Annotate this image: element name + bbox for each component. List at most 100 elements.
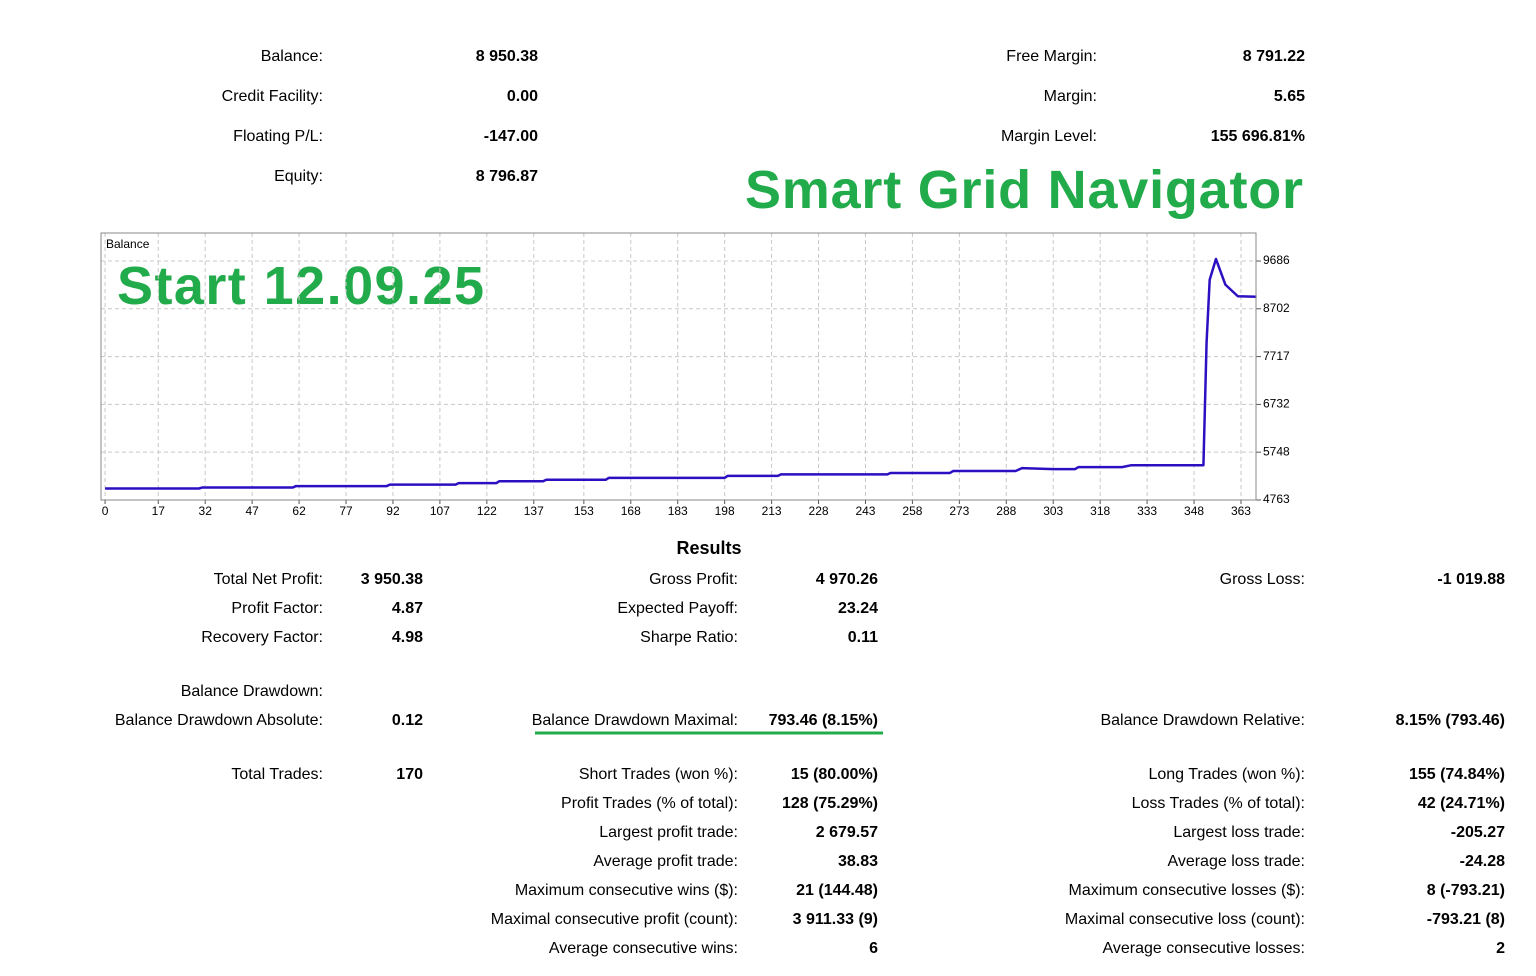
banner: Smart Grid Navigator xyxy=(745,160,1303,220)
x-tick-label: 137 xyxy=(524,504,544,518)
result-value: 38.83 xyxy=(838,853,878,870)
result-value: 4 970.26 xyxy=(816,571,878,588)
x-tick-label: 153 xyxy=(574,504,594,518)
result-value: -793.21 (8) xyxy=(1427,911,1505,928)
field-label: Margin Level: xyxy=(1001,128,1097,145)
x-tick-label: 62 xyxy=(292,504,306,518)
result-value: 793.46 (8.15%) xyxy=(769,712,878,729)
result-label: Recovery Factor: xyxy=(201,629,323,646)
result-label: Total Net Profit: xyxy=(214,571,323,588)
result-value: 170 xyxy=(396,766,423,783)
result-label: Balance Drawdown Relative: xyxy=(1100,712,1305,729)
result-label: Gross Loss: xyxy=(1220,571,1305,588)
result-value: 2 679.57 xyxy=(816,824,878,841)
result-label: Maximal consecutive profit (count): xyxy=(491,911,738,928)
field-label: Free Margin: xyxy=(1006,48,1097,65)
result-value: 3 950.38 xyxy=(361,571,423,588)
y-tick-label: 5748 xyxy=(1263,444,1290,458)
result-value: 4.98 xyxy=(392,629,423,646)
result-label: Expected Payoff: xyxy=(617,600,738,617)
x-tick-label: 168 xyxy=(621,504,641,518)
plot-frame xyxy=(100,232,1257,501)
x-tick-label: 77 xyxy=(339,504,353,518)
chart-title: Balance xyxy=(106,237,150,251)
result-value: 4.87 xyxy=(392,600,423,617)
result-label: Short Trades (won %): xyxy=(579,766,738,783)
x-tick-label: 243 xyxy=(855,504,875,518)
result-value: -1 019.88 xyxy=(1437,571,1505,588)
field-value: 0.00 xyxy=(507,88,538,105)
result-label: Balance Drawdown: xyxy=(181,683,323,700)
field-label: Equity: xyxy=(274,168,323,185)
x-tick-label: 228 xyxy=(809,504,829,518)
x-tick-label: 92 xyxy=(386,504,400,518)
result-value: 42 (24.71%) xyxy=(1418,795,1505,812)
x-tick-label: 183 xyxy=(668,504,688,518)
x-tick-label: 122 xyxy=(477,504,497,518)
result-value: 6 xyxy=(869,940,878,957)
result-label: Balance Drawdown Maximal: xyxy=(532,712,738,729)
result-label: Loss Trades (% of total): xyxy=(1132,795,1305,812)
x-tick-label: 47 xyxy=(245,504,259,518)
x-tick-label: 213 xyxy=(762,504,782,518)
result-label: Maximum consecutive wins ($): xyxy=(515,882,738,899)
result-value: 15 (80.00%) xyxy=(791,766,878,783)
y-tick-label: 8702 xyxy=(1263,301,1290,315)
x-tick-label: 318 xyxy=(1090,504,1110,518)
result-label: Total Trades: xyxy=(231,766,323,783)
field-value: -147.00 xyxy=(484,128,538,145)
y-tick-label: 6732 xyxy=(1263,397,1290,411)
x-tick-label: 107 xyxy=(430,504,450,518)
x-tick-label: 17 xyxy=(152,504,166,518)
field-value: 8 791.22 xyxy=(1243,48,1305,65)
field-label: Margin: xyxy=(1044,88,1097,105)
result-value: 0.11 xyxy=(848,629,878,646)
x-tick-label: 348 xyxy=(1184,504,1204,518)
x-tick-label: 0 xyxy=(102,504,109,518)
result-value: -24.28 xyxy=(1460,853,1505,870)
x-tick-label: 303 xyxy=(1043,504,1063,518)
x-tick-label: 198 xyxy=(715,504,735,518)
field-label: Floating P/L: xyxy=(233,128,323,145)
result-value: 155 (74.84%) xyxy=(1409,766,1505,783)
y-tick-label: 7717 xyxy=(1263,349,1290,363)
result-label: Largest loss trade: xyxy=(1173,824,1305,841)
result-value: 0.12 xyxy=(392,712,423,729)
result-label: Gross Profit: xyxy=(649,571,738,588)
field-value: 155 696.81% xyxy=(1211,128,1305,145)
x-tick-label: 363 xyxy=(1231,504,1251,518)
result-label: Long Trades (won %): xyxy=(1148,766,1305,783)
result-label: Maximum consecutive losses ($): xyxy=(1068,882,1305,899)
result-value: 3 911.33 (9) xyxy=(793,911,878,928)
result-label: Largest profit trade: xyxy=(599,824,738,841)
result-value: 128 (75.29%) xyxy=(782,795,878,812)
result-label: Profit Trades (% of total): xyxy=(561,795,738,812)
result-value: 23.24 xyxy=(838,600,878,617)
x-tick-label: 333 xyxy=(1137,504,1157,518)
result-label: Maximal consecutive loss (count): xyxy=(1065,911,1305,928)
field-value: 8 796.87 xyxy=(476,168,538,185)
result-label: Sharpe Ratio: xyxy=(640,629,738,646)
result-label: Average consecutive losses: xyxy=(1103,940,1305,957)
result-label: Average profit trade: xyxy=(593,853,738,870)
x-tick-label: 273 xyxy=(949,504,969,518)
result-label: Average consecutive wins: xyxy=(549,940,738,957)
field-label: Balance: xyxy=(261,48,323,65)
field-value: 8 950.38 xyxy=(476,48,538,65)
x-tick-label: 288 xyxy=(996,504,1016,518)
result-value: 2 xyxy=(1496,940,1505,957)
results-title: Results xyxy=(676,538,741,558)
result-value: 21 (144.48) xyxy=(796,882,878,899)
chart-annotation: Start 12.09.25 xyxy=(117,256,484,316)
result-label: Profit Factor: xyxy=(231,600,323,617)
result-label: Average loss trade: xyxy=(1167,853,1305,870)
field-value: 5.65 xyxy=(1274,88,1305,105)
y-tick-label: 9686 xyxy=(1263,253,1290,267)
result-value: 8 (-793.21) xyxy=(1427,882,1505,899)
balance-line xyxy=(105,257,1257,490)
result-value: -205.27 xyxy=(1451,824,1505,841)
y-tick-label: 4763 xyxy=(1263,492,1290,506)
field-label: Credit Facility: xyxy=(222,88,323,105)
